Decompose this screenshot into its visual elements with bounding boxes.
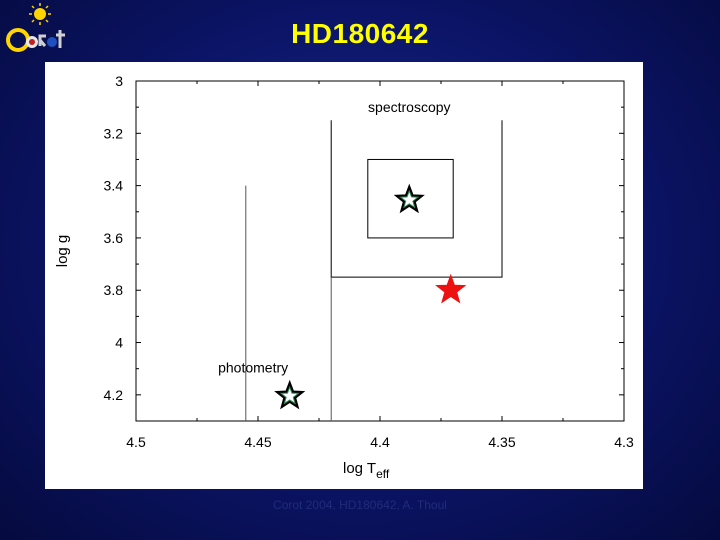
y-tick-label: 3 xyxy=(115,73,123,89)
chart-panel: 3 3.2 3.4 3.6 3.8 4 4.2 4.5 4.45 4.4 4.35 4.3 spec… xyxy=(45,62,643,489)
spectroscopy-outer-box xyxy=(330,120,503,278)
page-title: HD180642 xyxy=(291,18,429,49)
annotation-label: spectroscopy xyxy=(368,99,450,115)
photometry-star-outline xyxy=(274,379,306,410)
y-tick-label: 3.6 xyxy=(104,230,124,246)
logo-lettering xyxy=(6,28,65,52)
y-tick-label: 3.8 xyxy=(104,282,124,298)
region-shapes xyxy=(245,120,503,421)
spectroscopy-star-outline xyxy=(393,183,425,214)
x-tick-label: 4.3 xyxy=(614,434,634,450)
plot-frame xyxy=(135,80,625,422)
red-star xyxy=(435,273,467,304)
x-axis-label-main: log T xyxy=(343,460,376,477)
axis-ticks xyxy=(135,80,625,421)
photometry-star-inner xyxy=(279,385,300,405)
x-axis-label: log Teff xyxy=(343,460,390,481)
footer-caption: Corot 2004, HD180642, A. Thoul xyxy=(273,498,447,512)
spectroscopy-star xyxy=(393,183,425,214)
annotation-label: photometry xyxy=(218,359,288,375)
hr-diagram-chart: 3 3.2 3.4 3.6 3.8 4 4.2 4.5 4.45 4.4 4.35 4.3 spec… xyxy=(54,73,634,481)
x-axis-label-sub: eff xyxy=(376,467,390,481)
y-tick-label: 3.4 xyxy=(104,178,124,194)
y-tick-label: 3.2 xyxy=(104,125,124,141)
y-tick-labels: 3 3.2 3.4 3.6 3.8 4 4.2 xyxy=(104,73,124,403)
data-points xyxy=(274,183,467,410)
photometry-star xyxy=(274,379,306,410)
y-axis-label: log g xyxy=(54,235,71,268)
x-tick-label: 4.45 xyxy=(244,434,271,450)
x-tick-label: 4.5 xyxy=(126,434,146,450)
x-tick-labels: 4.5 4.45 4.4 4.35 4.3 xyxy=(126,434,634,450)
y-tick-label: 4 xyxy=(115,335,123,351)
y-tick-label: 4.2 xyxy=(104,387,124,403)
sun-icon xyxy=(29,3,51,25)
x-tick-label: 4.4 xyxy=(370,434,390,450)
corot-logo xyxy=(6,3,65,52)
annotations: spectroscopy photometry xyxy=(218,99,450,375)
spectroscopy-inner-box xyxy=(367,158,454,239)
x-tick-label: 4.35 xyxy=(488,434,515,450)
spectroscopy-star-inner xyxy=(399,189,420,209)
